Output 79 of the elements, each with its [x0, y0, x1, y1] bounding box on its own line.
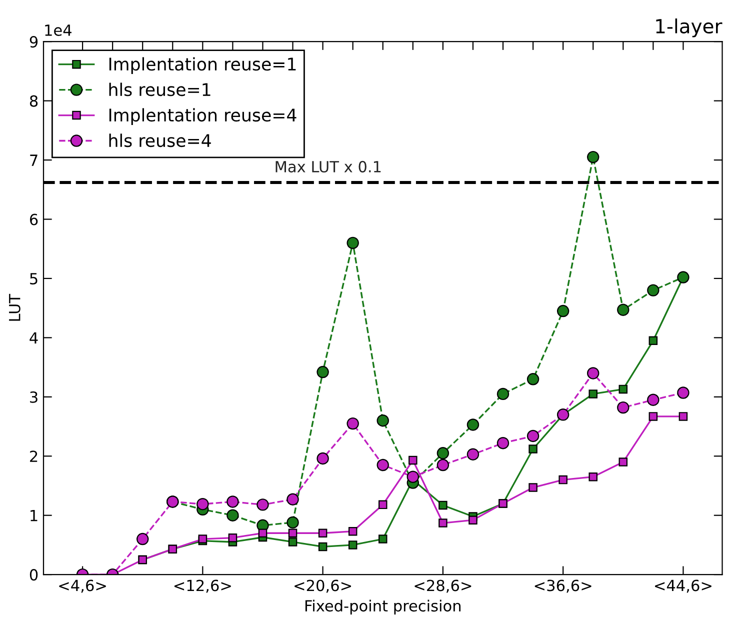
point	[618, 384, 628, 394]
x-tick-label: <28,6>	[414, 580, 472, 593]
x-tick-label: <20,6>	[294, 580, 351, 593]
point	[438, 518, 448, 528]
point	[617, 401, 630, 414]
y-tick-label: 1	[30, 510, 38, 522]
x-tick-label: <4,6>	[59, 580, 106, 593]
point	[228, 533, 238, 542]
point	[647, 394, 660, 406]
point	[348, 526, 358, 536]
point	[348, 540, 358, 550]
point	[617, 304, 630, 316]
point	[588, 472, 598, 482]
point	[316, 452, 329, 465]
point	[496, 388, 510, 400]
x-tick-label: <44,6>	[655, 580, 712, 593]
point	[226, 496, 239, 508]
point	[528, 483, 538, 492]
point	[436, 447, 450, 460]
point	[677, 386, 690, 399]
point	[226, 509, 239, 522]
point	[318, 528, 328, 538]
point	[648, 412, 658, 421]
point	[526, 373, 540, 386]
point	[376, 458, 389, 472]
point	[196, 498, 209, 510]
y-tick-label: 7	[30, 154, 38, 166]
text: 1e4	[45, 24, 72, 36]
x-tick-label: <12,6>	[174, 580, 231, 593]
point	[316, 366, 329, 378]
point	[648, 336, 658, 346]
legend-label: Implentation reuse=1	[109, 57, 296, 74]
y-tick-label: 0	[30, 569, 38, 581]
y-tick-label: 6	[30, 214, 38, 226]
y-tick-label: 9	[30, 36, 38, 48]
legend-label: Implentation reuse=4	[109, 108, 296, 125]
point	[436, 458, 450, 472]
chart-title: 1-layer	[656, 18, 722, 38]
y-tick-label: 8	[30, 95, 38, 107]
point	[378, 534, 388, 544]
point	[258, 528, 268, 538]
point	[468, 516, 478, 524]
point	[288, 538, 298, 546]
point	[438, 500, 448, 510]
point	[346, 236, 359, 250]
point	[678, 412, 688, 421]
point	[588, 390, 598, 398]
point	[466, 418, 480, 431]
y-tick-label: 5	[30, 273, 38, 284]
y-axis-title: LUT	[9, 294, 20, 321]
point	[318, 542, 328, 552]
point	[556, 304, 570, 318]
point	[136, 532, 149, 546]
point	[376, 414, 389, 427]
y-tick-label: 4	[30, 332, 38, 344]
point	[586, 150, 600, 164]
y-tick-label: 2	[30, 450, 38, 462]
point	[618, 458, 628, 466]
point	[288, 528, 298, 538]
ref-line-label: Max LUT x 0.1	[276, 160, 381, 172]
point	[558, 475, 568, 484]
point	[466, 448, 480, 460]
legend-label: hls reuse=4	[109, 134, 211, 148]
point	[346, 417, 359, 430]
point	[378, 500, 388, 510]
point	[496, 436, 510, 450]
point	[286, 516, 299, 529]
point	[406, 470, 420, 483]
legend-label: hls reuse=1	[109, 82, 210, 96]
point	[408, 456, 418, 465]
point	[586, 367, 600, 380]
y-tick-label: 3	[30, 391, 38, 403]
x-axis-title: Fixed-point precision	[305, 600, 460, 615]
point	[528, 444, 538, 454]
point	[256, 498, 269, 511]
point	[286, 493, 299, 506]
point	[526, 430, 540, 442]
point	[647, 284, 660, 296]
x-tick-label: <36,6>	[534, 580, 592, 593]
